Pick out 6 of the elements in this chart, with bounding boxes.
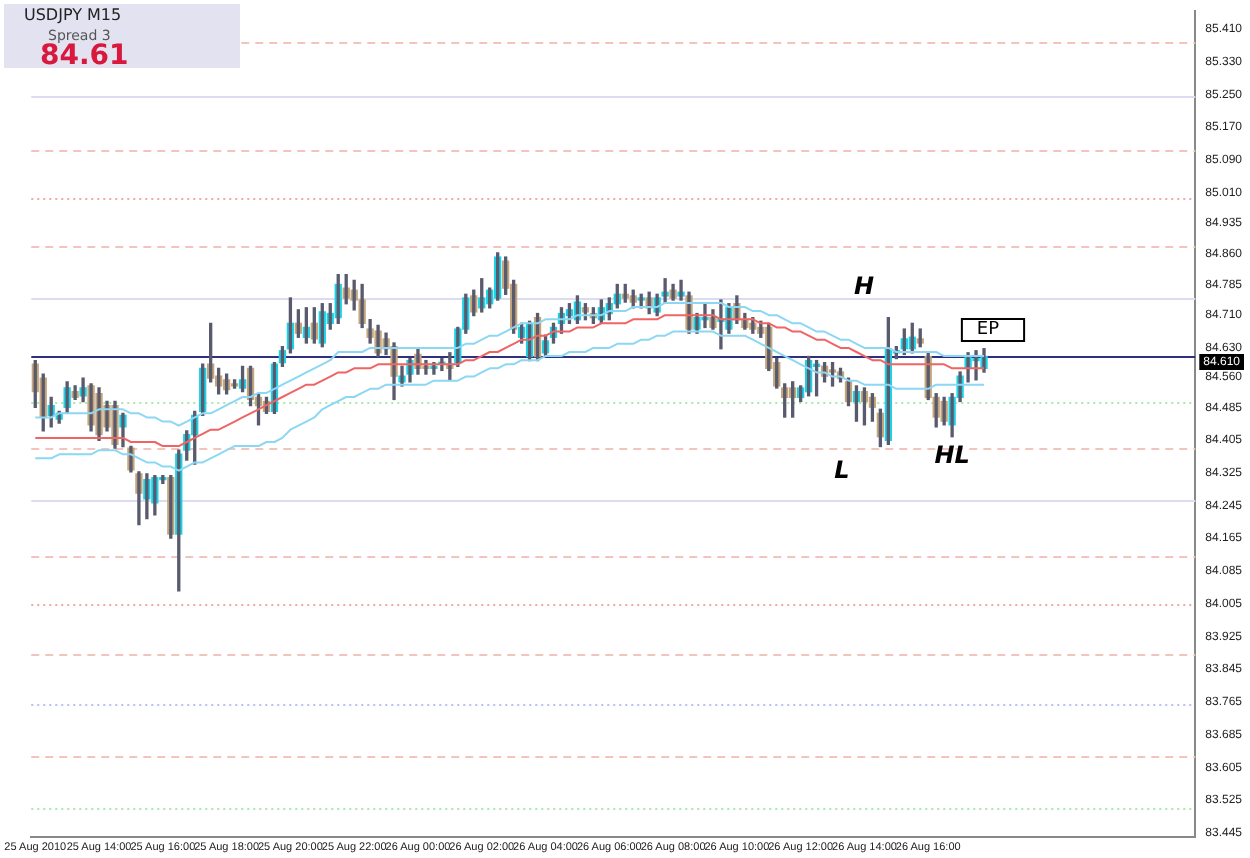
annotation: H — [853, 272, 875, 301]
chart-title: USDJPY M15 — [24, 6, 122, 24]
annotation: 84.61 — [40, 40, 129, 72]
annotation: HL — [934, 440, 970, 469]
annotation: L — [834, 456, 850, 485]
annotation: EP — [976, 319, 1001, 340]
